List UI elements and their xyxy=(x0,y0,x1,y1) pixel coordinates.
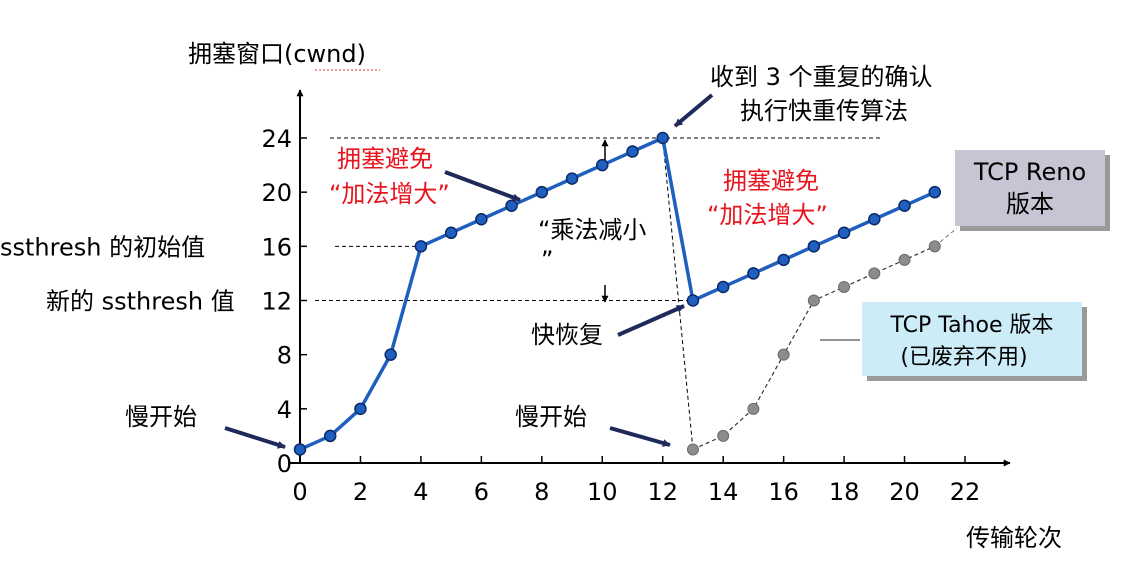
arrow-congestion-avoidance-1 xyxy=(444,170,521,202)
tahoe-point xyxy=(868,267,881,280)
arrow-slow-start-2 xyxy=(609,426,671,447)
reno-point xyxy=(535,185,549,199)
x-tick-label: 18 xyxy=(829,478,860,506)
tahoe-point xyxy=(747,402,760,415)
y-tick-label: 0 xyxy=(277,450,292,478)
reference-lines xyxy=(315,137,958,450)
ref-line-tahoe-drop xyxy=(662,137,694,450)
reno-point xyxy=(898,199,911,212)
reno-point xyxy=(928,185,942,199)
reno-point xyxy=(354,402,367,416)
reno-point xyxy=(475,213,488,226)
x-tick-label: 4 xyxy=(413,478,428,506)
reno-point xyxy=(686,294,700,307)
tahoe-point xyxy=(838,280,851,293)
reno-point xyxy=(596,158,609,172)
reno-legend-label-1: TCP Reno xyxy=(973,158,1086,186)
y-tick-label: 12 xyxy=(261,288,292,316)
y-tick-label: 20 xyxy=(261,179,292,207)
axes xyxy=(290,89,1011,467)
tahoe-point xyxy=(777,348,790,361)
arrow-slow-start-1 xyxy=(224,426,286,449)
reno-point xyxy=(747,267,760,280)
reno-point xyxy=(656,131,669,145)
tahoe-point xyxy=(807,294,820,307)
reno-legend-box xyxy=(955,150,1105,226)
tahoe-legend-label-2: (已废弃不用) xyxy=(900,345,1027,370)
y-axis-label: 拥塞窗口(cwnd) xyxy=(188,40,366,68)
x-tick-label: 0 xyxy=(292,478,307,506)
multiplicative-decrease-label-2: ” xyxy=(541,246,553,274)
triple-ack-label-2: 执行快重传算法 xyxy=(740,97,908,125)
reno-point xyxy=(777,253,790,267)
reno-point xyxy=(293,443,307,456)
x-tick-label: 20 xyxy=(889,478,920,506)
reno-point xyxy=(444,226,458,240)
arrow-fast-recovery xyxy=(617,304,685,337)
congestion-avoidance-label-1b: “加法增大” xyxy=(329,180,450,208)
reno-point xyxy=(384,348,397,361)
x-tick-label: 14 xyxy=(708,478,739,506)
tahoe-legend-label-1: TCP Tahoe 版本 xyxy=(890,313,1054,338)
x-tick-label: 16 xyxy=(768,478,799,506)
series xyxy=(293,131,942,456)
tahoe-legend-box xyxy=(862,302,1082,376)
triple-ack-label-1: 收到 3 个重复的确认 xyxy=(710,63,933,91)
y-tick-label: 4 xyxy=(277,396,292,424)
x-tick-label: 10 xyxy=(587,478,618,506)
tahoe-point xyxy=(898,253,911,266)
fast-recovery-label: 快恢复 xyxy=(531,321,603,349)
reno-point xyxy=(565,172,579,185)
congestion-avoidance-label-1a: 拥塞避免 xyxy=(337,145,433,173)
y-tick-label: 8 xyxy=(277,342,292,370)
reno-point xyxy=(807,240,821,253)
tahoe-point xyxy=(717,429,730,442)
reno-point xyxy=(414,240,428,253)
reno-point xyxy=(837,226,851,240)
x-tick-label: 6 xyxy=(474,478,489,506)
x-axis-label: 传输轮次 xyxy=(966,524,1062,552)
congestion-avoidance-label-2b: “加法增大” xyxy=(707,201,828,229)
x-tick-label: 2 xyxy=(353,478,368,506)
slow-start-label-1: 慢开始 xyxy=(125,403,197,431)
slow-start-label-2: 慢开始 xyxy=(515,403,587,431)
ssthresh-new-label: 新的 ssthresh 值 xyxy=(46,288,235,316)
reno-point xyxy=(626,145,639,158)
x-tick-label: 8 xyxy=(534,478,549,506)
reno-point xyxy=(716,280,730,294)
reno-line xyxy=(299,136,936,452)
annotations: 慢开始 慢开始 拥塞避免 “加法增大” 拥塞避免 “加法增大” “乘法减小 ” … xyxy=(125,63,1105,449)
x-tick-label: 12 xyxy=(647,478,678,506)
tahoe-tail xyxy=(934,227,958,247)
reno-point xyxy=(505,199,518,212)
multiplicative-decrease-label-1: “乘法减小 xyxy=(538,216,646,244)
reno-point xyxy=(323,429,337,443)
y-tick-label: 16 xyxy=(261,233,292,261)
x-tick-label: 22 xyxy=(950,478,981,506)
reno-point xyxy=(868,213,881,226)
tahoe-point xyxy=(686,443,699,456)
congestion-avoidance-label-2a: 拥塞避免 xyxy=(723,167,819,195)
arrow-triple-ack xyxy=(673,93,714,128)
ssthresh-initial-label: ssthresh 的初始值 xyxy=(0,233,205,261)
y-tick-label: 24 xyxy=(261,125,292,153)
tahoe-point xyxy=(928,240,941,253)
reno-legend-label-2: 版本 xyxy=(1006,190,1054,218)
